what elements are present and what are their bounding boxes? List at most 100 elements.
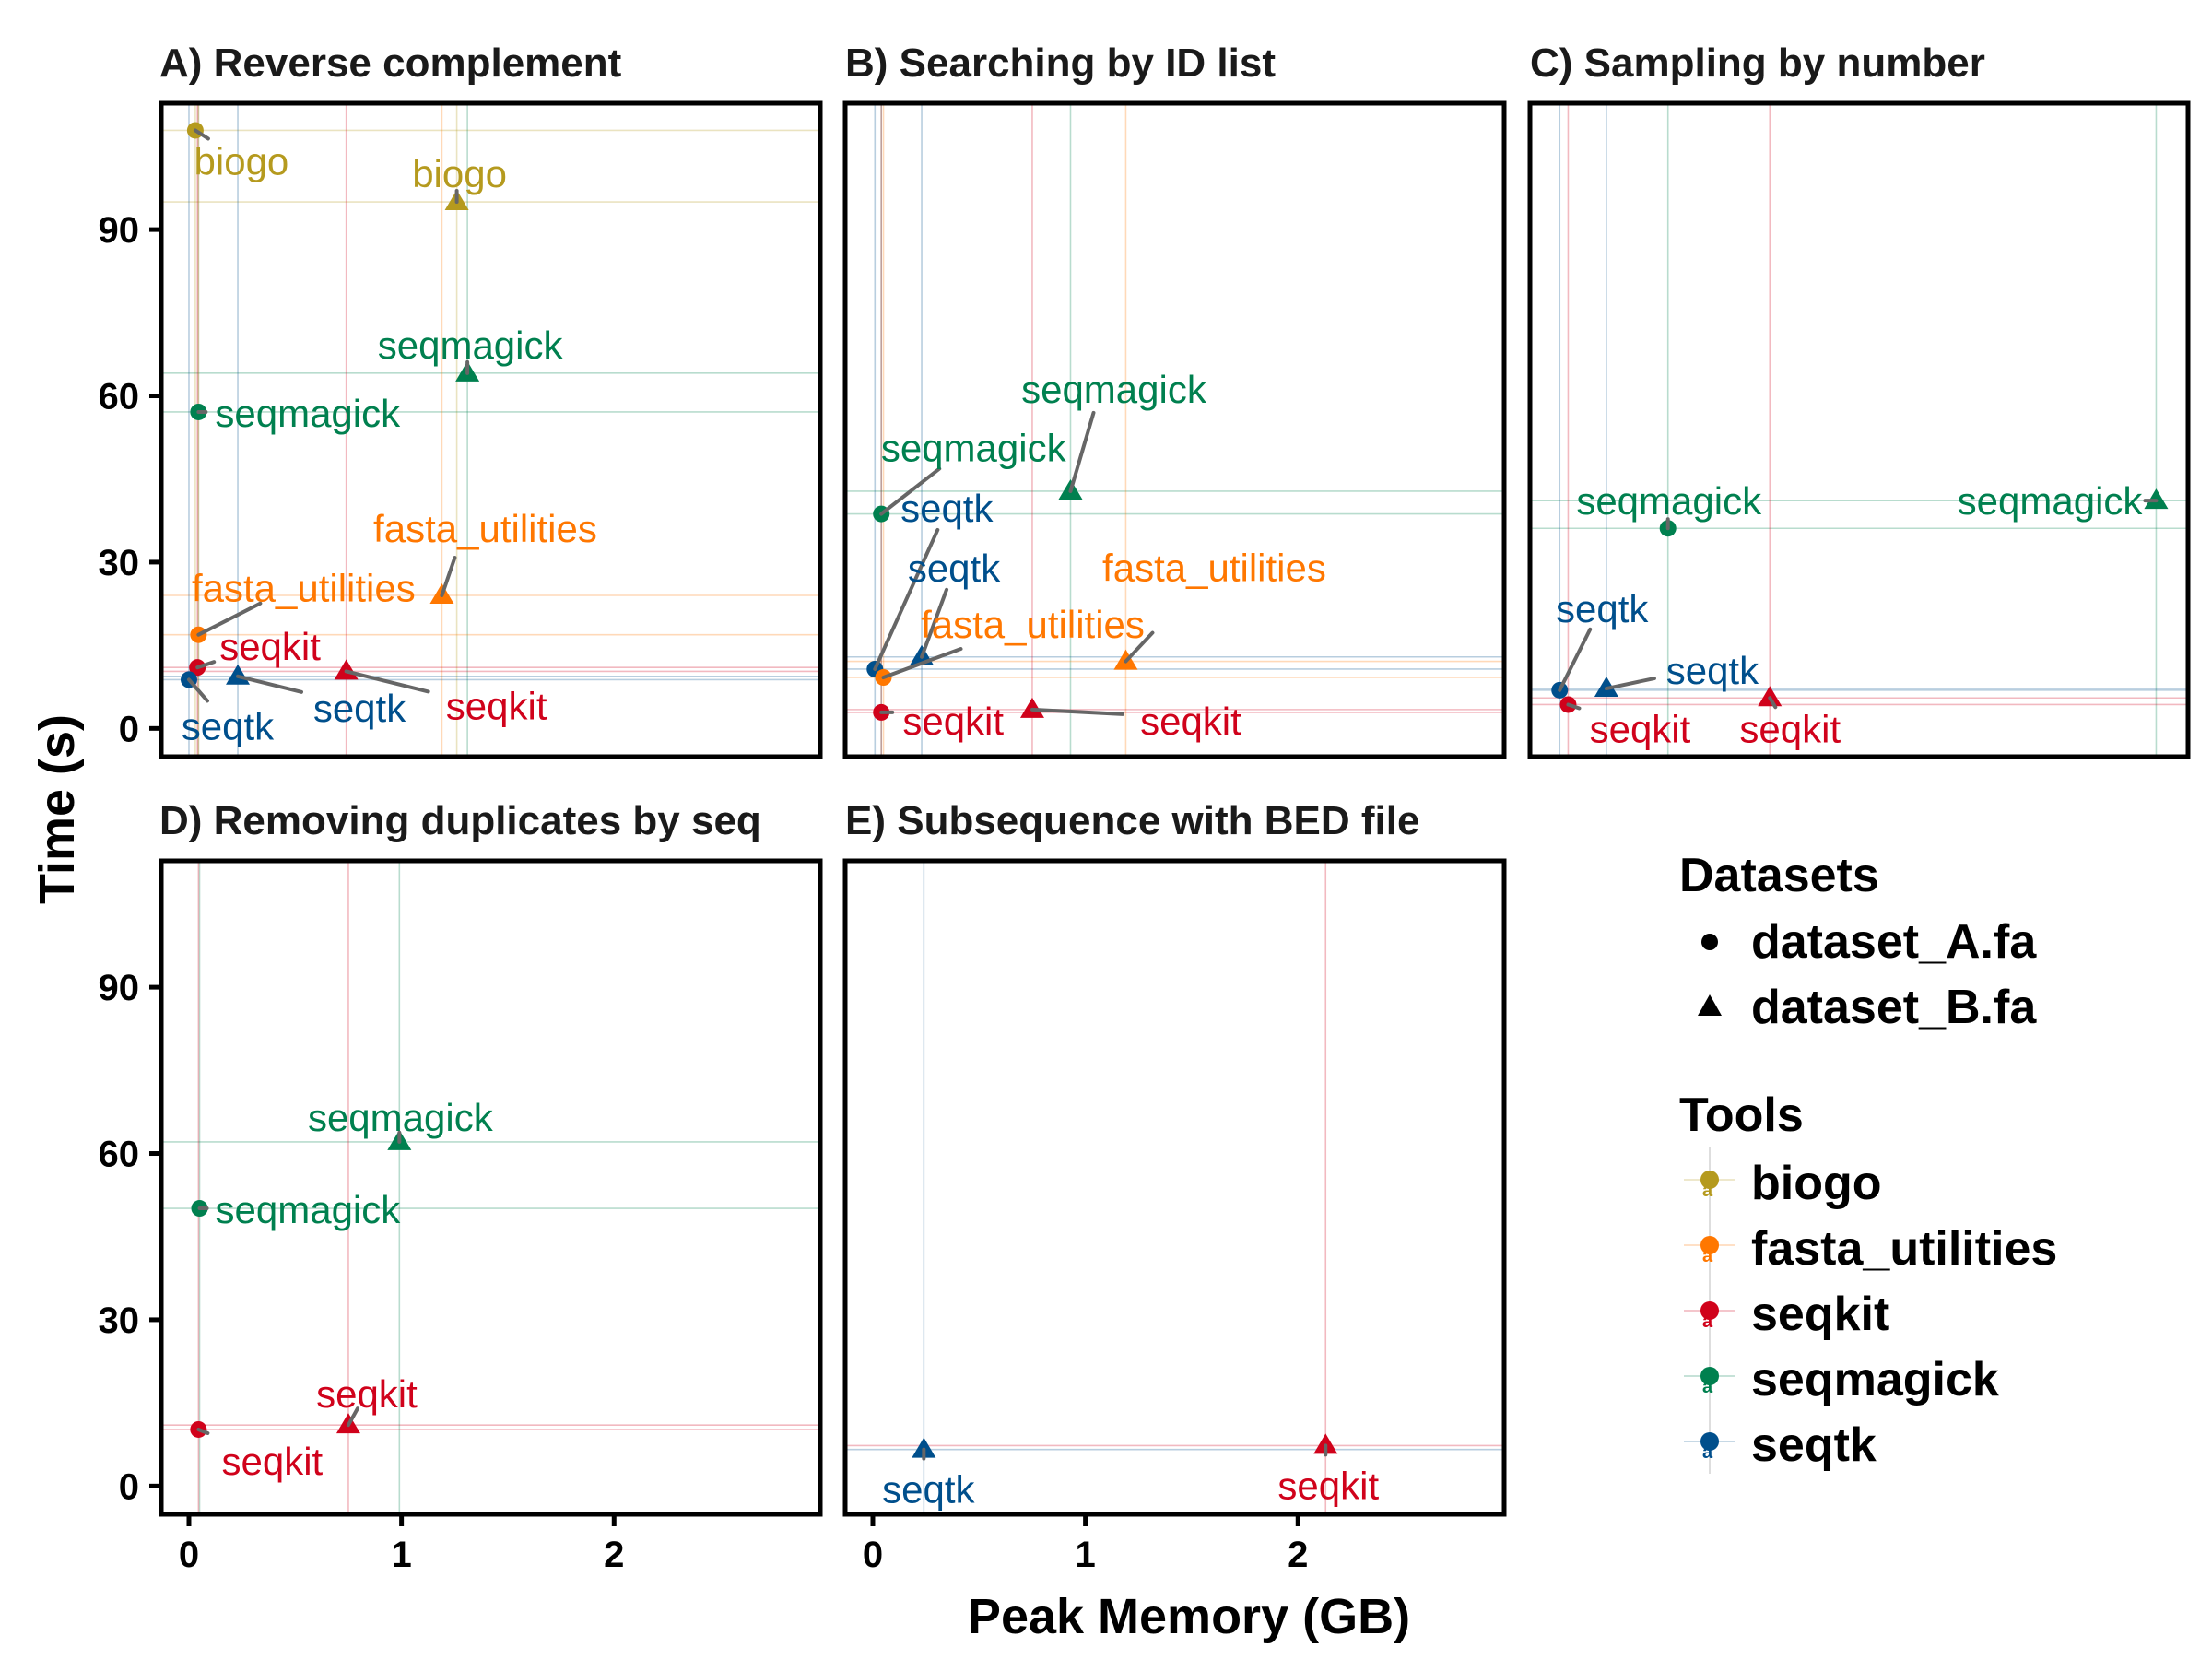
x-tick-label: 2: [1288, 1535, 1308, 1575]
point-label-seqkit: seqkit: [446, 684, 547, 727]
legend-tool-label: seqtk: [1751, 1418, 1877, 1472]
label-connector: [873, 527, 940, 671]
point-label-fasta_utilities: fasta_utilities: [921, 603, 1145, 646]
label-connector: [1768, 696, 1778, 710]
legend-tool-label: seqkit: [1751, 1288, 1889, 1341]
panel-title: A) Reverse complement: [159, 41, 622, 86]
legend-key-letter-icon: a: [1702, 1181, 1713, 1201]
point-label-seqmagick: seqmagick: [308, 1096, 494, 1139]
reference-lines: [161, 861, 820, 1514]
point-label-seqkit: seqkit: [902, 700, 1004, 743]
y-tick-label: 0: [119, 709, 139, 749]
reference-lines: [845, 103, 1504, 757]
panel-title: C) Sampling by number: [1530, 41, 1985, 86]
x-tick-label: 0: [179, 1535, 199, 1575]
point-label-seqtk: seqtk: [182, 704, 275, 747]
point-label-seqkit: seqkit: [1140, 700, 1241, 743]
y-tick-label: 90: [99, 210, 140, 251]
label-connector: [196, 1427, 210, 1435]
label-connector: [920, 587, 949, 659]
y-tick-label: 30: [99, 1300, 140, 1341]
point-label-seqmagick: seqmagick: [378, 324, 564, 367]
panel-frame: [1527, 100, 2191, 759]
legend-tool-label: seqmagick: [1751, 1353, 1999, 1406]
label-connector: [195, 660, 217, 670]
panel-a: A) Reverse complement biogo biogo seqmagick…: [99, 41, 823, 759]
legend-key-biogo-icon: [1700, 1171, 1719, 1189]
point-label-seqkit: seqkit: [219, 625, 321, 668]
point-label-seqmagick: seqmagick: [1576, 479, 1762, 523]
point-label-seqmagick: seqmagick: [1958, 479, 2144, 523]
point-label-fasta_utilities: fasta_utilities: [192, 567, 416, 610]
panels: A) Reverse complement biogo biogo seqmagick…: [99, 41, 2191, 1575]
point-label-seqkit: seqkit: [1590, 707, 1691, 750]
point-label-seqmagick: seqmagick: [215, 392, 401, 435]
legend-key-letter-icon: a: [1702, 1442, 1713, 1463]
legend-key-letter-icon: a: [1702, 1312, 1713, 1332]
label-connector: [236, 674, 304, 694]
label-connector: [346, 1406, 359, 1428]
legend-key-seqtk-icon: [1700, 1432, 1719, 1451]
y-axis-title: Time (s): [29, 714, 85, 904]
point-label-seqmagick: seqmagick: [1021, 368, 1207, 411]
legend-key-seqkit-icon: [1700, 1301, 1719, 1320]
label-connector: [1124, 630, 1155, 664]
point-label-biogo: biogo: [412, 152, 507, 195]
panel-e: E) Subsequence with BED file seqtk seqkit 0…: [842, 798, 1507, 1575]
point-label-biogo: biogo: [194, 139, 289, 182]
x-tick-label: 1: [1076, 1535, 1096, 1575]
point-label-seqkit: seqkit: [1739, 707, 1841, 750]
panel-frame: [842, 100, 1507, 759]
label-connector: [1604, 677, 1656, 691]
legend-tool-label: biogo: [1751, 1157, 1882, 1210]
label-connector: [1558, 627, 1593, 692]
point-label-seqtk: seqtk: [908, 547, 1001, 590]
point-seqkit-dataset-b: [1019, 697, 1044, 718]
y-tick-label: 60: [99, 377, 140, 418]
reference-lines: [1530, 103, 2188, 757]
point-label-seqmagick: seqmagick: [216, 1188, 402, 1231]
legend-datasets-title: Datasets: [1679, 849, 1879, 902]
point-label-seqtk: seqtk: [313, 687, 406, 730]
label-connector: [881, 647, 963, 680]
legend-key-seqmagick-icon: [1700, 1367, 1719, 1385]
legend-datasets: Datasets dataset_A.fa dataset_B.fa: [1679, 849, 2037, 1034]
label-connector: [186, 677, 209, 703]
label-connector: [879, 466, 942, 516]
point-label-seqtk: seqtk: [1666, 649, 1759, 692]
label-connector: [1030, 707, 1124, 716]
panel-title: B) Searching by ID list: [845, 41, 1276, 86]
axes: Peak Memory (GB) Time (s): [29, 714, 1410, 1644]
legend: Datasets dataset_A.fa dataset_B.fa Tools…: [1679, 849, 2057, 1474]
label-connector: [1068, 410, 1096, 493]
label-connector: [1566, 702, 1582, 711]
panel-frame: [842, 858, 1507, 1517]
point-label-fasta_utilities: fasta_utilities: [1102, 547, 1326, 590]
point-label-seqtk: seqtk: [882, 1468, 975, 1512]
reference-lines: [161, 103, 820, 757]
legend-key-fasta_utilities-icon: [1700, 1236, 1719, 1254]
x-tick-label: 2: [604, 1535, 624, 1575]
panel-c: C) Sampling by number seqmagick seqmagick s…: [1527, 41, 2191, 759]
point-label-seqtk: seqtk: [900, 487, 994, 530]
panel-b: B) Searching by ID list seqmagick seqmagic…: [842, 41, 1507, 759]
label-connector: [196, 601, 263, 637]
panel-frame: [159, 858, 823, 1517]
legend-key-letter-icon: a: [1702, 1246, 1713, 1266]
legend-tool-label: fasta_utilities: [1751, 1222, 2057, 1276]
legend-triangle-icon: [1698, 994, 1722, 1016]
point-label-seqkit: seqkit: [316, 1372, 418, 1416]
point-label-seqkit: seqkit: [222, 1440, 324, 1483]
y-tick-label: 30: [99, 543, 140, 583]
legend-dataset-b-label: dataset_B.fa: [1751, 981, 2037, 1034]
x-tick-label: 1: [392, 1535, 412, 1575]
panel-frame: [159, 100, 823, 759]
point-label-fasta_utilities: fasta_utilities: [373, 507, 597, 550]
legend-tools-title: Tools: [1679, 1088, 1804, 1142]
panel-title: D) Removing duplicates by seq: [159, 798, 761, 843]
x-tick-label: 0: [863, 1535, 883, 1575]
point-label-seqmagick: seqmagick: [881, 427, 1067, 470]
